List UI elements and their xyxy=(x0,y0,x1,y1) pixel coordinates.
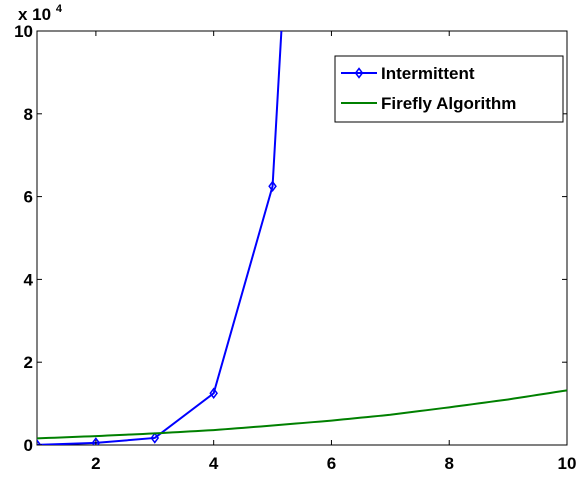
y-tick-label: 8 xyxy=(24,105,33,124)
legend-label: Intermittent xyxy=(381,64,475,83)
x-tick-label: 8 xyxy=(444,454,453,473)
legend: Intermittent Firefly Algorithm xyxy=(334,55,564,123)
x-tick-label: 10 xyxy=(558,454,577,473)
y-multiplier-exponent: 4 xyxy=(56,3,63,15)
y-tick-label: 2 xyxy=(24,353,33,372)
data-point-marker xyxy=(268,180,277,192)
legend-marker xyxy=(354,67,364,79)
series-line xyxy=(37,389,567,440)
y-multiplier-base: x 10 xyxy=(18,5,51,24)
y-axis-multiplier: x 10 4 xyxy=(18,3,63,24)
x-tick-label: 2 xyxy=(91,454,100,473)
x-tick-label: 4 xyxy=(209,454,219,473)
data-point-marker xyxy=(150,432,160,444)
y-tick-label: 4 xyxy=(24,270,34,289)
legend-box xyxy=(334,55,564,123)
y-tick-label: 10 xyxy=(14,22,33,41)
data-point-marker xyxy=(91,437,101,445)
data-point-marker xyxy=(209,387,218,399)
x-tick-label: 6 xyxy=(327,454,336,473)
y-tick-label: 6 xyxy=(24,188,33,207)
legend-label: Firefly Algorithm xyxy=(381,94,516,113)
data-point-marker xyxy=(37,439,42,445)
y-tick-label: 0 xyxy=(24,436,33,455)
series-line xyxy=(37,31,283,445)
